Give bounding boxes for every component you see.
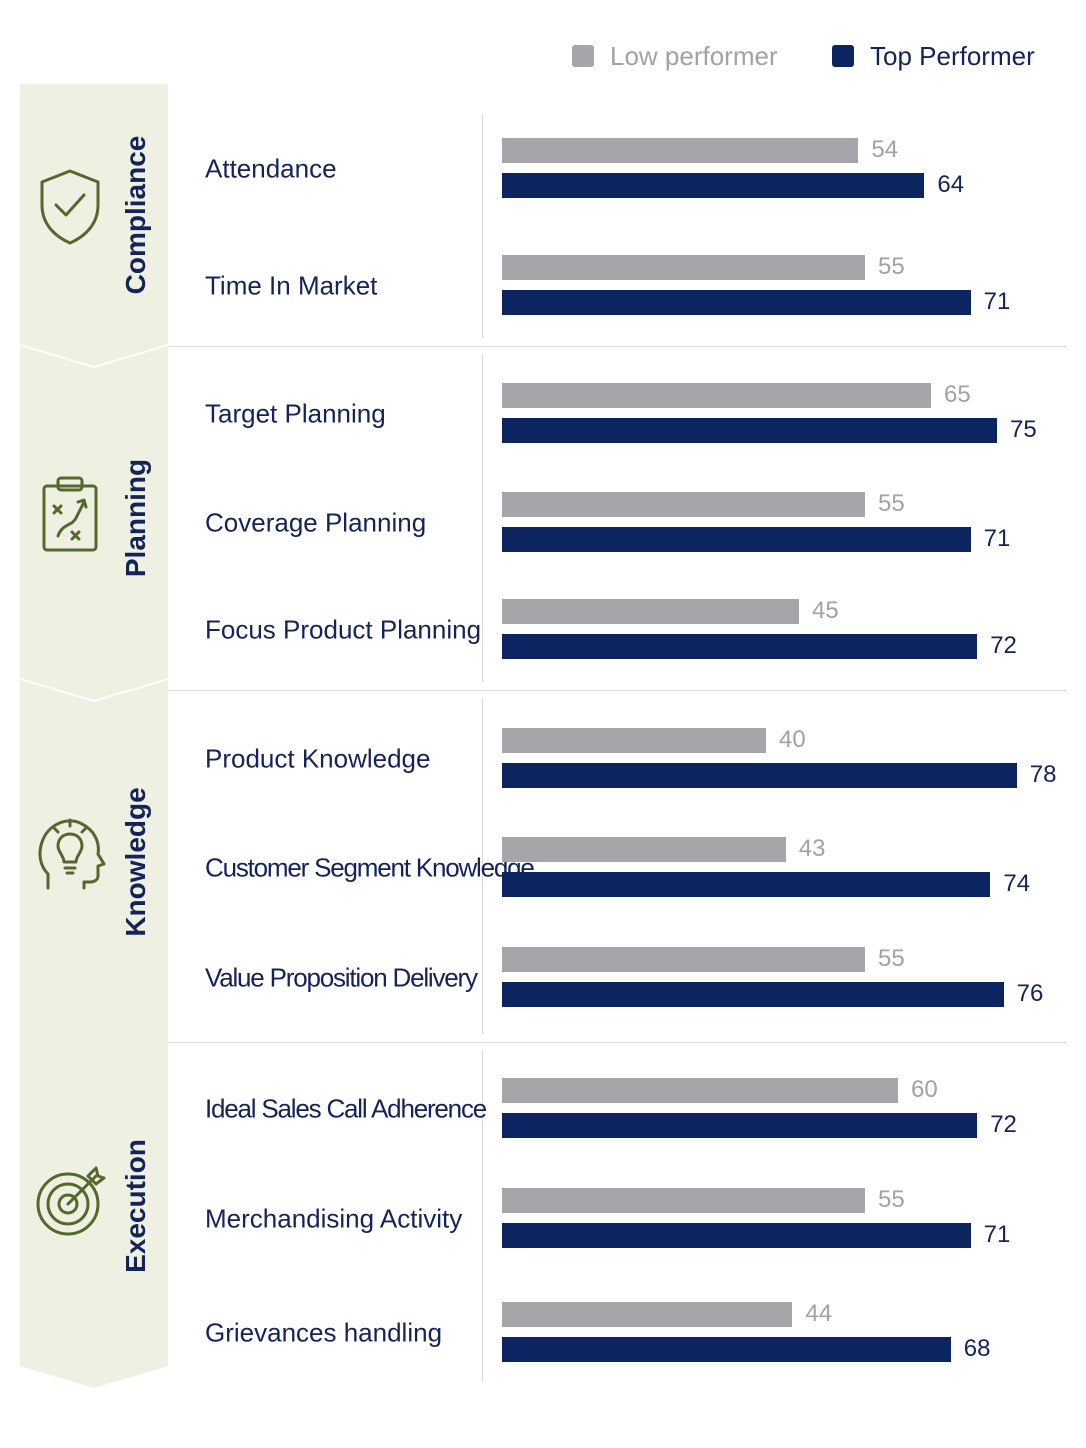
data-label-top: 72 (990, 1111, 1017, 1138)
category-title-text: Compliance (120, 135, 151, 295)
bar-top (502, 1222, 971, 1248)
bar-low (502, 1187, 865, 1213)
bar-top (502, 526, 971, 552)
bar-top (502, 981, 1004, 1007)
axis-divider (482, 114, 483, 338)
axis-divider (482, 698, 483, 1034)
row-label: Coverage Planning (205, 507, 427, 538)
bar-low (502, 727, 766, 753)
row-label: Customer Segment Knowledge (205, 852, 535, 883)
bar-top (502, 633, 978, 659)
group-divider (168, 346, 1066, 347)
axis-divider (482, 354, 483, 682)
bar-top (502, 1336, 951, 1362)
data-label-low: 55 (878, 253, 905, 280)
clipboard-strategy-icon (34, 472, 106, 556)
data-label-low: 65 (944, 381, 971, 408)
legend-label-top: Top Performer (870, 40, 1035, 71)
bar-top (502, 289, 971, 315)
data-label-top: 76 (1016, 980, 1044, 1007)
target-arrow-icon (34, 1156, 106, 1240)
data-label-top: 71 (983, 1221, 1011, 1248)
legend-swatch-low (572, 45, 594, 67)
bar-low (502, 1301, 793, 1327)
data-label-top: 71 (983, 525, 1011, 552)
data-label-low: 60 (911, 1076, 938, 1103)
bar-low (502, 382, 931, 408)
legend-label-low: Low performer (610, 40, 778, 71)
data-label-top: 64 (937, 171, 965, 198)
data-label-low: 45 (812, 597, 839, 624)
row-label: Time In Market (205, 270, 378, 301)
legend-item-low: Low performer (572, 38, 778, 74)
data-label-top: 75 (1010, 416, 1037, 443)
category-band-knowledge: Knowledge (20, 680, 168, 1050)
bar-low (502, 1077, 898, 1103)
row-label: Grievances handling (205, 1317, 443, 1348)
data-label-low: 44 (805, 1300, 833, 1327)
data-label-low: 40 (779, 726, 806, 753)
category-band-compliance: Compliance (20, 84, 168, 366)
data-label-low: 55 (878, 945, 905, 972)
row-label: Target Planning (205, 398, 386, 429)
bar-top (502, 871, 991, 897)
legend-item-top: Top Performer (832, 38, 1035, 74)
bar-low (502, 491, 865, 517)
category-band-execution: Execution (20, 1028, 168, 1388)
data-label-low: 55 (878, 490, 905, 517)
group-divider (168, 690, 1066, 691)
row-label: Merchandising Activity (205, 1203, 463, 1234)
row-label: Focus Product Planning (205, 614, 482, 645)
bar-low (502, 836, 786, 862)
axis-divider (482, 1050, 483, 1382)
row-label: Value Proposition Delivery (205, 962, 478, 993)
row-label: Ideal Sales Call Adherence (205, 1093, 487, 1124)
data-label-top: 68 (963, 1335, 991, 1362)
bar-top (502, 1112, 978, 1138)
data-label-low: 43 (798, 835, 826, 862)
bar-low (502, 946, 865, 972)
data-label-top: 74 (1003, 870, 1031, 897)
data-label-low: 55 (878, 1186, 905, 1213)
head-lightbulb-icon (34, 808, 106, 892)
bar-top (502, 762, 1017, 788)
category-title-text: Planning (120, 458, 151, 578)
shield-check-icon (34, 165, 106, 249)
group-divider (168, 1042, 1066, 1043)
bar-top (502, 417, 997, 443)
bar-low (502, 254, 865, 280)
category-band-planning: Planning (20, 346, 168, 700)
bar-top (502, 172, 925, 198)
data-label-top: 71 (983, 288, 1011, 315)
bar-low (502, 137, 859, 163)
data-label-low: 54 (871, 136, 899, 163)
row-label: Product Knowledge (205, 743, 431, 774)
legend-swatch-top (832, 45, 854, 67)
category-title-text: Knowledge (120, 787, 151, 937)
data-label-top: 78 (1029, 761, 1057, 788)
category-title-text: Execution (120, 1139, 151, 1273)
bar-low (502, 598, 799, 624)
row-label: Attendance (205, 153, 337, 184)
data-label-top: 72 (990, 632, 1017, 659)
